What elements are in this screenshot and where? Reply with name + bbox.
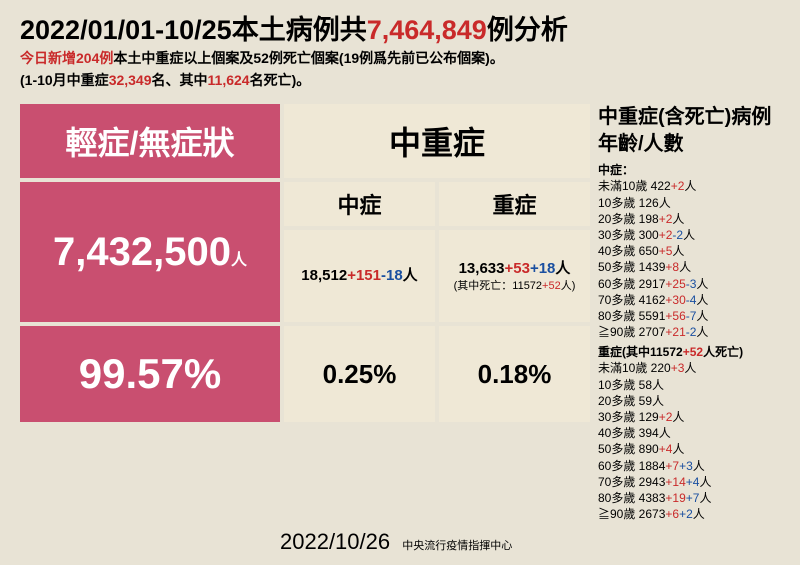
severe-age-list: 未滿10歲 220+3人10多歲 58人20多歲 59人30多歲 129+2人4… <box>598 360 785 522</box>
footer-date: 2022/10/26 <box>280 529 390 554</box>
severe-pct: 0.18% <box>439 326 590 422</box>
age-row: 80多歲 4383+19+7人 <box>598 490 785 506</box>
footer-org: 中央流行疫情指揮中心 <box>402 540 512 552</box>
age-row: 未滿10歲 220+3人 <box>598 360 785 376</box>
age-row: 40多歲 650+5人 <box>598 243 785 259</box>
title-post: 例分析 <box>487 15 568 45</box>
mild-count: 7,432,500 <box>53 230 231 274</box>
age-row: 20多歲 59人 <box>598 393 785 409</box>
mild-unit: 人 <box>231 252 247 269</box>
title-count: 7,464,849 <box>367 15 487 45</box>
page-title: 2022/01/01-10/25本土病例共7,464,849例分析 <box>20 8 780 47</box>
age-row: 60多歲 2917+25-3人 <box>598 276 785 292</box>
age-row: 30多歲 129+2人 <box>598 409 785 425</box>
summary-table: 輕症/無症狀 中重症 7,432,500人 中症 18,512+151-18人 … <box>20 104 590 522</box>
table-header-row: 輕症/無症狀 中重症 <box>20 104 590 178</box>
age-row: 30多歲 300+2-2人 <box>598 227 785 243</box>
age-row: 未滿10歲 422+2人 <box>598 178 785 194</box>
age-row: 40多歲 394人 <box>598 425 785 441</box>
severe-death-note: (其中死亡：11572+52人) <box>454 279 576 293</box>
age-row: 10多歲 58人 <box>598 377 785 393</box>
moderate-age-list: 未滿10歲 422+2人10多歲 126人20多歲 198+2人30多歲 300… <box>598 178 785 340</box>
main-area: 輕症/無症狀 中重症 7,432,500人 中症 18,512+151-18人 … <box>0 94 800 522</box>
age-row: 80多歲 5591+56-7人 <box>598 308 785 324</box>
age-row: ≧90歲 2673+6+2人 <box>598 506 785 522</box>
subtitle-2: (1-10月中重症32,349名、其中11,624名死亡)。 <box>20 71 780 91</box>
age-row: ≧90歲 2707+21-2人 <box>598 324 785 340</box>
age-row: 10多歲 126人 <box>598 195 785 211</box>
moderate-col: 中症 18,512+151-18人 <box>284 182 435 322</box>
title-pre: 2022/01/01-10/25本土病例共 <box>20 15 367 45</box>
today-rest: 本土中重症以上個案及52例死亡個案(19例爲先前已公布個案)。 <box>113 50 503 66</box>
severe-header: 重症 <box>439 182 590 226</box>
moderate-header: 中症 <box>284 182 435 226</box>
age-panel-title: 中重症(含死亡)病例年齡/人數 <box>598 104 785 158</box>
age-row: 50多歲 1439+8人 <box>598 259 785 275</box>
table-count-row: 7,432,500人 中症 18,512+151-18人 重症 13,633+5… <box>20 182 590 322</box>
severe-age-label: 重症(其中11572+52人死亡) <box>598 344 785 360</box>
age-row: 20多歲 198+2人 <box>598 211 785 227</box>
severe-body: 13,633+53+18人 (其中死亡：11572+52人) <box>439 230 590 322</box>
age-row: 70多歲 4162+30-4人 <box>598 292 785 308</box>
mild-header: 輕症/無症狀 <box>20 104 280 178</box>
modsev-header: 中重症 <box>284 104 590 178</box>
moderate-pct: 0.25% <box>284 326 435 422</box>
moderate-age-label: 中症： <box>598 162 785 178</box>
age-breakdown-panel: 中重症(含死亡)病例年齡/人數 中症： 未滿10歲 422+2人10多歲 126… <box>590 104 785 522</box>
footer: 2022/10/26 中央流行疫情指揮中心 <box>280 529 512 555</box>
age-row: 60多歲 1884+7+3人 <box>598 458 785 474</box>
header: 2022/01/01-10/25本土病例共7,464,849例分析 今日新增20… <box>0 0 800 94</box>
mild-count-cell: 7,432,500人 <box>20 182 280 322</box>
age-row: 70多歲 2943+14+4人 <box>598 474 785 490</box>
age-row: 50多歲 890+4人 <box>598 441 785 457</box>
severe-col: 重症 13,633+53+18人 (其中死亡：11572+52人) <box>439 182 590 322</box>
mild-pct: 99.57% <box>20 326 280 422</box>
table-pct-row: 99.57% 0.25% 0.18% <box>20 326 590 422</box>
moderate-body: 18,512+151-18人 <box>284 230 435 322</box>
today-new: 今日新增204例 <box>20 50 113 66</box>
subtitle-1: 今日新增204例本土中重症以上個案及52例死亡個案(19例爲先前已公布個案)。 <box>20 49 780 69</box>
